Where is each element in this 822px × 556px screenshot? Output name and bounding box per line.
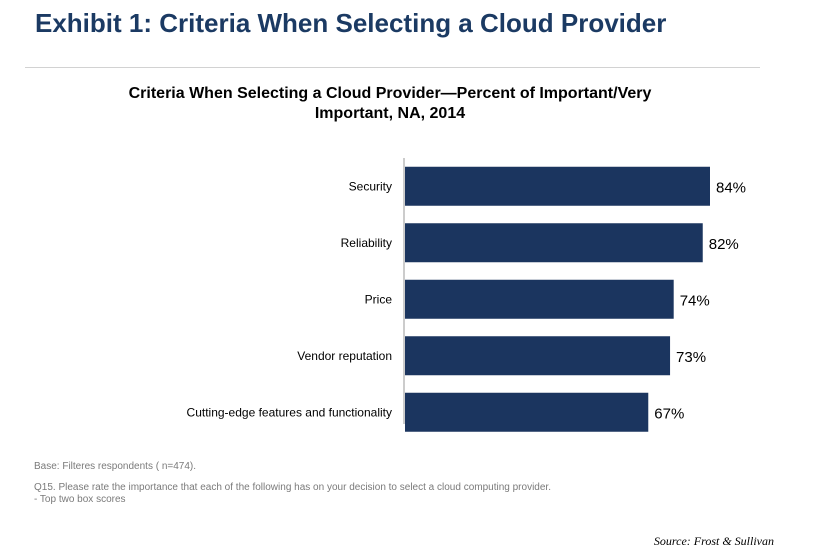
category-label: Reliability xyxy=(341,236,392,250)
chart-title-line-1: Criteria When Selecting a Cloud Provider… xyxy=(128,85,652,102)
bar xyxy=(405,392,649,432)
bar xyxy=(405,166,710,206)
data-label: 67% xyxy=(654,405,684,422)
category-label: Cutting-edge features and functionality xyxy=(187,405,392,419)
category-label: Price xyxy=(365,292,393,306)
footnote-base: Base: Filteres respondents ( n=474). xyxy=(34,461,197,472)
source-label: Source: Frost & Sullivan xyxy=(653,534,774,548)
title-divider xyxy=(25,67,760,68)
bar xyxy=(405,336,671,376)
footnote-note: - Top two box scores xyxy=(34,494,126,505)
category-label: Vendor reputation xyxy=(297,349,392,363)
data-label: 73% xyxy=(676,349,706,366)
footnote-question: Q15. Please rate the importance that eac… xyxy=(34,482,551,493)
chart-title-line-2: Important, NA, 2014 xyxy=(314,105,466,122)
category-label: Security xyxy=(349,179,392,193)
bar xyxy=(405,279,674,319)
data-label: 84% xyxy=(716,179,746,196)
chart-title: Criteria When Selecting a Cloud Provider… xyxy=(60,84,720,124)
data-label: 74% xyxy=(680,292,710,309)
bar xyxy=(405,223,703,263)
data-label: 82% xyxy=(709,236,739,253)
exhibit-title: Exhibit 1: Criteria When Selecting a Clo… xyxy=(35,8,667,38)
